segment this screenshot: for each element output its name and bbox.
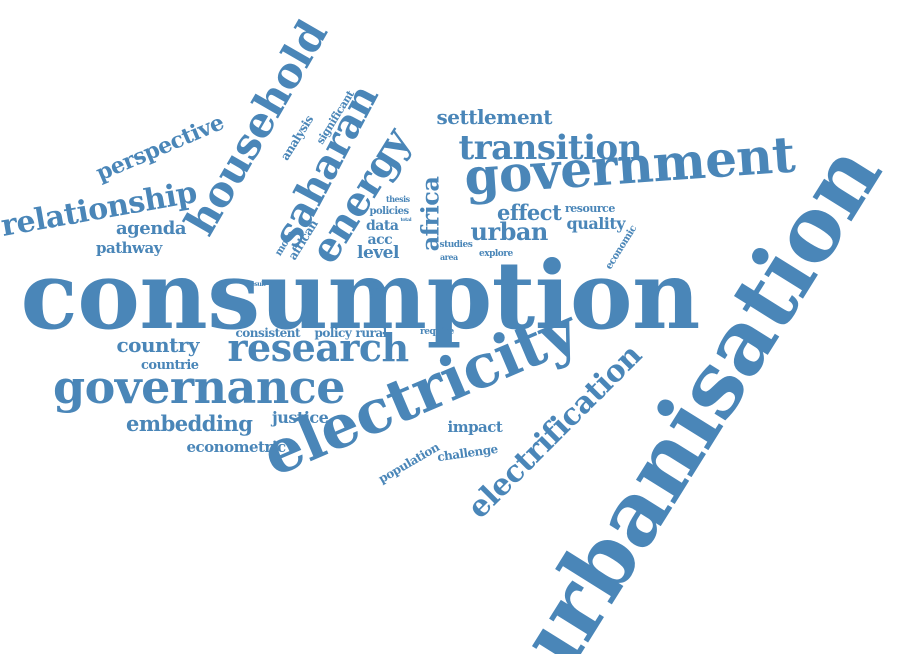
word-effect: effect [497, 199, 562, 225]
word-impact: impact [447, 417, 503, 436]
word-countrie: countrie [141, 357, 199, 373]
word-consistent: consistent [235, 326, 301, 340]
word-consumption: consumption [20, 241, 701, 351]
word-studies: studies [439, 239, 473, 250]
word-embedding: embedding [126, 410, 253, 436]
word-total: total [400, 216, 412, 223]
word-rise: rise [369, 278, 379, 285]
word-justice: justice [272, 408, 329, 427]
word-policy: policy [314, 326, 352, 340]
word-require: require [420, 326, 454, 337]
word-africa: africa [414, 176, 444, 252]
word-level: level [357, 242, 399, 263]
word-resource: resource [565, 201, 615, 215]
word-rate: rate [368, 292, 374, 300]
word-result: result [248, 281, 266, 288]
word-thesis: thesis [386, 194, 410, 204]
word-data: data [366, 218, 399, 234]
word-agenda: agenda [116, 218, 187, 239]
word-governance: governance [53, 360, 346, 414]
word-research: research [227, 325, 410, 370]
word-area: area [440, 252, 458, 262]
word-challenge: challenge [435, 441, 498, 465]
word-population: population [376, 440, 442, 486]
word-settlement: settlement [436, 105, 553, 129]
word-transition: transition [458, 128, 643, 168]
word-policies: policies [369, 206, 410, 217]
word-country: country [116, 333, 200, 357]
word-acc: acc [367, 232, 393, 248]
word-way: way [369, 285, 379, 292]
word-quality: quality [566, 214, 626, 233]
word-urban: urban [470, 217, 549, 246]
word-pathway: pathway [96, 238, 162, 257]
word-rural: rural [355, 326, 388, 340]
word-explore: explore [479, 248, 513, 259]
word-econometric: econometric [186, 437, 287, 456]
